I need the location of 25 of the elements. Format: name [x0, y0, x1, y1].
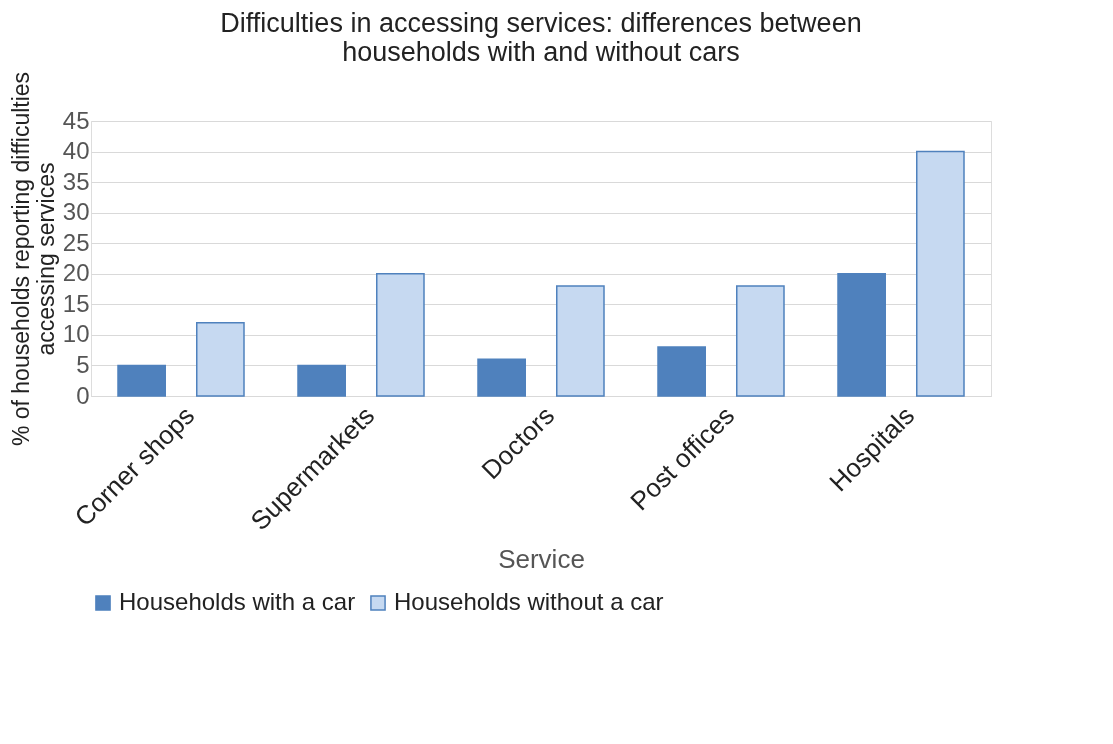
y-tick-label: 20 — [62, 259, 90, 287]
legend-label: Households with a car — [119, 588, 356, 615]
y-tick-label: 35 — [62, 167, 90, 195]
y-tick-label: 30 — [62, 198, 90, 226]
y-tick-label: 25 — [62, 228, 90, 256]
y-tick-label: 45 — [62, 106, 90, 134]
y-tick-label: 0 — [76, 381, 90, 409]
x-axis-title: Service — [498, 544, 585, 575]
bar — [556, 285, 605, 397]
bar — [837, 273, 886, 397]
bar — [297, 364, 346, 397]
y-tick-label: 5 — [76, 350, 90, 378]
chart-title: Difficulties in accessing services: differences between households with and without cars — [220, 8, 862, 68]
y-axis-title: % of households reporting difficulties accessing services — [7, 71, 59, 447]
y-tick-label: 40 — [62, 137, 90, 165]
bar — [196, 321, 245, 397]
bar — [657, 346, 706, 397]
bar — [916, 150, 965, 397]
y-tick-label: 10 — [62, 320, 90, 348]
legend-label: Households without a car — [394, 588, 664, 615]
y-tick-label: 15 — [62, 289, 90, 317]
bar — [376, 273, 425, 397]
bar — [117, 364, 166, 397]
bar — [477, 358, 526, 397]
bar — [736, 285, 785, 397]
